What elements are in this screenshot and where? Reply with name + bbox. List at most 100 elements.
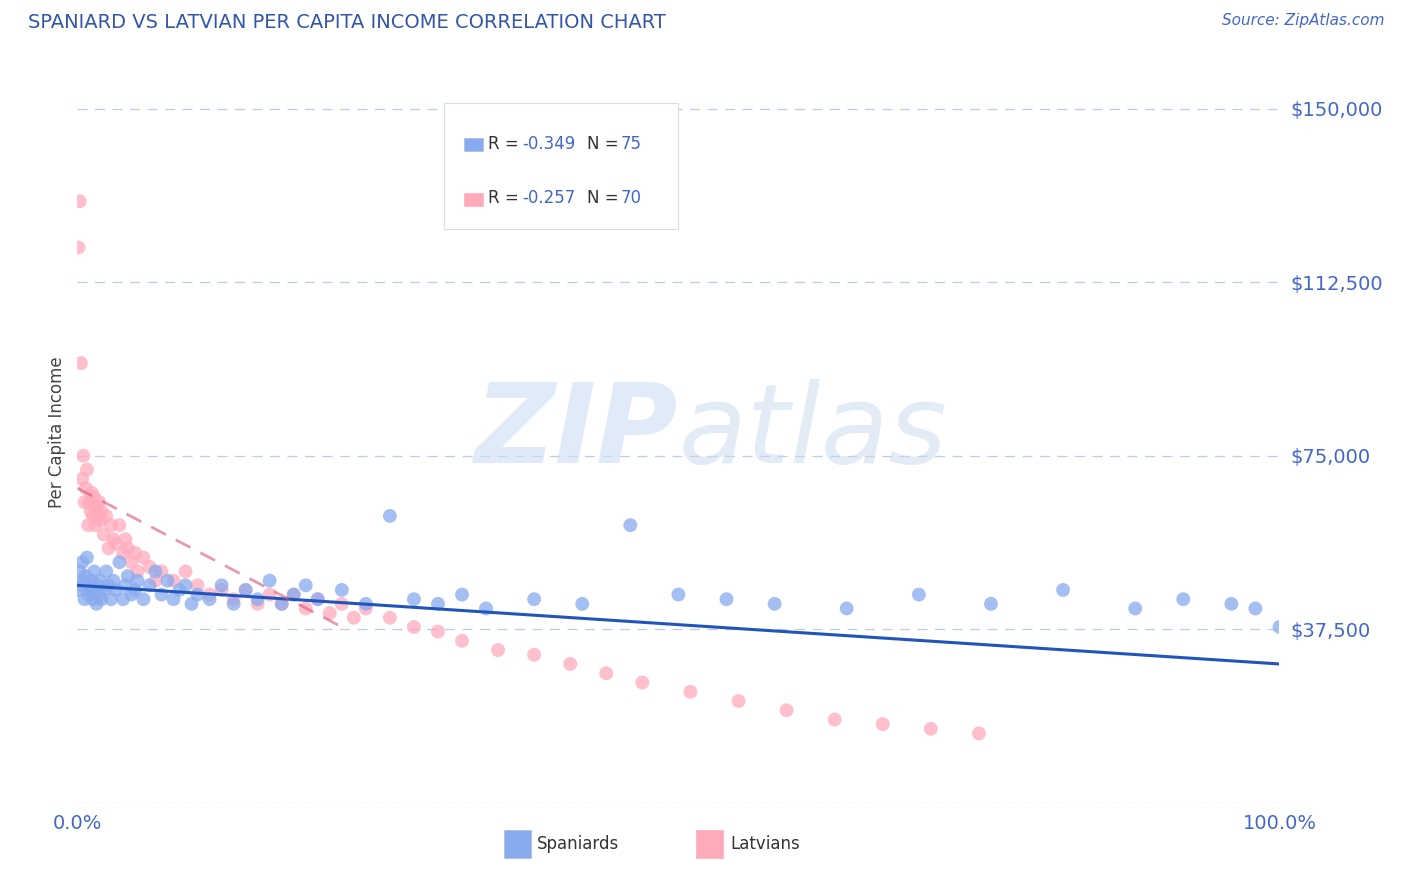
- Point: [920, 722, 942, 736]
- Point: [1268, 620, 1291, 634]
- Point: [283, 588, 305, 602]
- Point: [70, 472, 93, 486]
- Point: [90, 592, 112, 607]
- Point: [97, 541, 120, 556]
- Point: [132, 550, 155, 565]
- Point: [270, 597, 292, 611]
- FancyBboxPatch shape: [464, 138, 482, 152]
- Point: [77, 518, 100, 533]
- Point: [67, 240, 90, 255]
- Point: [716, 592, 738, 607]
- Point: [174, 578, 197, 592]
- Point: [87, 588, 110, 602]
- Point: [124, 582, 146, 597]
- Point: [79, 495, 101, 509]
- Point: [222, 592, 245, 607]
- Point: [77, 588, 100, 602]
- Text: 75: 75: [620, 135, 641, 153]
- Point: [108, 555, 131, 569]
- Point: [378, 610, 401, 624]
- Point: [402, 592, 425, 607]
- Point: [835, 601, 858, 615]
- Point: [595, 666, 617, 681]
- Point: [824, 713, 846, 727]
- Point: [90, 504, 112, 518]
- FancyBboxPatch shape: [505, 830, 530, 858]
- Point: [70, 555, 93, 569]
- Point: [96, 565, 118, 579]
- Point: [79, 582, 101, 597]
- Point: [103, 574, 125, 588]
- Point: [174, 565, 197, 579]
- Point: [100, 518, 122, 533]
- Point: [97, 578, 120, 592]
- Point: [162, 592, 184, 607]
- Point: [451, 588, 474, 602]
- Point: [87, 578, 110, 592]
- Point: [486, 643, 509, 657]
- Point: [75, 569, 97, 583]
- Text: SPANIARD VS LATVIAN PER CAPITA INCOME CORRELATION CHART: SPANIARD VS LATVIAN PER CAPITA INCOME CO…: [28, 13, 666, 32]
- Point: [84, 518, 107, 533]
- Point: [117, 541, 139, 556]
- Point: [451, 633, 474, 648]
- Point: [270, 597, 292, 611]
- Point: [246, 597, 269, 611]
- Point: [872, 717, 894, 731]
- Point: [72, 574, 94, 588]
- Text: Latvians: Latvians: [730, 835, 800, 854]
- Point: [523, 648, 546, 662]
- Point: [330, 597, 353, 611]
- Point: [86, 500, 108, 514]
- Point: [967, 726, 990, 740]
- Point: [354, 597, 377, 611]
- Text: -0.349: -0.349: [522, 135, 575, 153]
- Text: atlas: atlas: [679, 379, 948, 486]
- Point: [100, 592, 122, 607]
- Point: [222, 597, 245, 611]
- Point: [307, 592, 329, 607]
- Point: [980, 597, 1002, 611]
- Text: N =: N =: [586, 189, 624, 207]
- Point: [86, 597, 108, 611]
- Point: [156, 574, 179, 588]
- Point: [87, 495, 110, 509]
- Point: [83, 565, 105, 579]
- Point: [775, 703, 797, 717]
- Text: N =: N =: [586, 135, 624, 153]
- Point: [523, 592, 546, 607]
- Point: [186, 588, 209, 602]
- Point: [87, 508, 110, 523]
- Point: [132, 592, 155, 607]
- Point: [427, 597, 450, 611]
- Point: [908, 588, 931, 602]
- Point: [104, 582, 127, 597]
- Point: [169, 582, 191, 597]
- Point: [763, 597, 786, 611]
- Point: [475, 601, 498, 615]
- Point: [186, 578, 209, 592]
- Point: [67, 582, 90, 597]
- Point: [120, 588, 142, 602]
- Point: [108, 518, 131, 533]
- Point: [560, 657, 582, 671]
- Point: [343, 610, 366, 624]
- Point: [103, 532, 125, 546]
- Point: [76, 550, 98, 565]
- Point: [180, 597, 202, 611]
- Point: [402, 620, 425, 634]
- Point: [114, 578, 136, 592]
- Point: [1244, 601, 1267, 615]
- Point: [1173, 592, 1195, 607]
- Point: [294, 601, 316, 615]
- Point: [111, 592, 134, 607]
- Point: [80, 485, 103, 500]
- Point: [211, 578, 233, 592]
- FancyBboxPatch shape: [464, 193, 482, 206]
- Point: [96, 508, 118, 523]
- Point: [1052, 582, 1074, 597]
- Text: ZIP: ZIP: [475, 379, 679, 486]
- Point: [104, 536, 127, 550]
- Point: [427, 624, 450, 639]
- Point: [73, 495, 96, 509]
